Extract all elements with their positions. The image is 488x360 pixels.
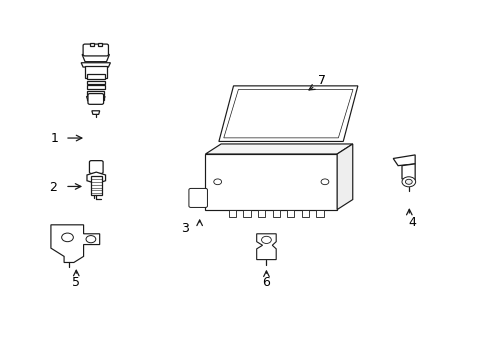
Text: 2: 2 [49,181,57,194]
Polygon shape [401,164,414,180]
Polygon shape [336,144,352,210]
Bar [85,66,106,78]
Polygon shape [81,63,110,67]
Bar [98,42,102,46]
Bar [87,91,104,95]
Bar [91,176,102,195]
Polygon shape [224,89,352,138]
Polygon shape [51,225,100,262]
Circle shape [61,233,73,242]
Bar [316,210,323,217]
FancyBboxPatch shape [83,44,108,56]
Polygon shape [82,54,109,62]
Text: 1: 1 [50,131,58,145]
Bar [301,210,308,217]
Polygon shape [87,172,105,184]
Bar [87,96,104,100]
FancyBboxPatch shape [89,161,103,174]
FancyBboxPatch shape [188,188,207,207]
Polygon shape [205,154,336,210]
Circle shape [405,179,411,184]
Bar [87,85,104,89]
Circle shape [213,179,221,185]
Polygon shape [219,86,357,141]
Polygon shape [92,111,100,114]
Bar [272,210,279,217]
Bar [86,81,104,84]
Polygon shape [205,144,352,154]
Circle shape [401,177,415,187]
Polygon shape [86,96,105,103]
Bar [257,210,264,217]
Bar [286,210,294,217]
Polygon shape [392,155,414,166]
Polygon shape [256,234,276,260]
Circle shape [261,236,271,243]
Text: 7: 7 [317,74,325,87]
Circle shape [86,235,96,243]
Bar [243,210,250,217]
Bar [86,74,105,78]
Text: 4: 4 [408,216,416,229]
FancyBboxPatch shape [88,94,103,104]
Text: 3: 3 [181,222,188,235]
Bar [90,42,94,46]
Bar [228,210,236,217]
Text: 5: 5 [72,276,80,289]
Circle shape [321,179,328,185]
Text: 6: 6 [262,276,270,289]
